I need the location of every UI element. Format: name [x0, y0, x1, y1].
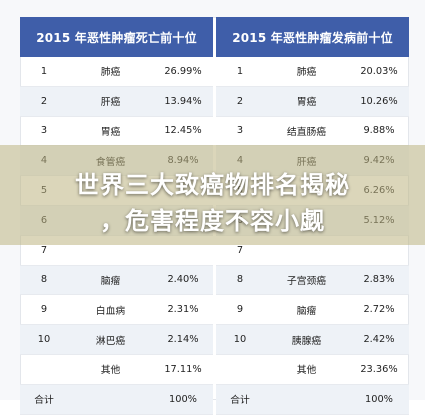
rank-cell: 2 [40, 95, 48, 107]
table-row: 10 胰腺癌 2.42% [216, 325, 409, 355]
rank-cell: 3 [236, 125, 244, 137]
percent-cell: 13.94% [164, 95, 202, 107]
table-row: 7 [20, 236, 213, 266]
percent-cell: 2.72% [363, 304, 395, 316]
percent-cell: 17.11% [164, 363, 202, 375]
table-row: 10 淋巴癌 2.14% [20, 325, 213, 355]
percent-cell: 12.45% [164, 125, 202, 137]
cancer-name-cell: 白血病 [95, 305, 126, 317]
cancer-name-cell: 脑瘤 [296, 305, 317, 317]
cancer-name-cell: 淋巴癌 [95, 335, 126, 347]
table-row: 3 胃癌 12.45% [20, 117, 213, 147]
rank-cell: 1 [236, 65, 244, 77]
percent-cell: 2.42% [363, 334, 395, 346]
table-row: 3 结直肠癌 9.88% [216, 117, 409, 147]
cancer-name-cell: 肺癌 [100, 67, 121, 79]
incidence-table-title: 2015 年恶性肿瘤发病前十位 [216, 17, 409, 57]
percent-cell: 10.26% [360, 95, 398, 107]
cancer-name-cell: 其他 [100, 365, 121, 377]
table-row: 1 肺癌 20.03% [216, 57, 409, 87]
percent-cell: 26.99% [164, 65, 202, 77]
cancer-name-cell: 肝癌 [100, 97, 121, 109]
percent-cell: 2.31% [167, 304, 199, 316]
cancer-name-cell: 胃癌 [296, 97, 317, 109]
percent-cell: 23.36% [360, 363, 398, 375]
percent-cell: 100% [364, 393, 393, 405]
rank-cell: 2 [236, 95, 244, 107]
rank-cell: 8 [236, 274, 244, 286]
rank-cell: 7 [236, 244, 244, 256]
mortality-table-title: 2015 年恶性肿瘤死亡前十位 [20, 17, 213, 57]
rank-cell: 8 [40, 274, 48, 286]
cancer-name-cell: 脑瘤 [100, 275, 121, 287]
cancer-name-cell: 胃癌 [100, 126, 121, 138]
headline-line-1: 世界三大致癌物排名揭秘 [75, 171, 350, 199]
percent-cell: 2.83% [363, 274, 395, 286]
table-row: 9 白血病 2.31% [20, 295, 213, 326]
table-row: 其他 17.11% [20, 355, 213, 385]
percent-cell: 2.14% [167, 334, 199, 346]
rank-cell: 7 [40, 244, 48, 256]
rank-cell: 1 [40, 65, 48, 77]
cancer-name-cell: 子宫颈癌 [286, 275, 327, 287]
table-row: 9 脑瘤 2.72% [216, 295, 409, 326]
percent-cell: 100% [168, 393, 197, 405]
percent-cell: 20.03% [360, 65, 398, 77]
rank-cell: 9 [236, 304, 244, 316]
percent-cell: 2.40% [167, 274, 199, 286]
table-row: 2 胃癌 10.26% [216, 86, 409, 117]
table-row: 其他 23.36% [216, 355, 409, 385]
cancer-name-cell: 其他 [296, 365, 317, 377]
page: 2015 年恶性肿瘤死亡前十位 1 肺癌 26.99% 2 肝癌 13.94% 3 胃癌 12.… [0, 17, 425, 415]
rank-cell: 3 [40, 125, 48, 137]
rank-cell: 合计 [230, 395, 250, 407]
table-row: 7 [216, 236, 409, 266]
table-row: 8 子宫颈癌 2.83% [216, 265, 409, 296]
table-row: 1 肺癌 26.99% [20, 57, 213, 87]
cancer-name-cell: 胰腺癌 [291, 335, 322, 347]
rank-cell: 合计 [34, 395, 54, 407]
table-row: 8 脑瘤 2.40% [20, 265, 213, 296]
headline-overlay [0, 145, 425, 245]
cancer-name-cell: 结直肠癌 [286, 126, 327, 138]
table-row: 2 肝癌 13.94% [20, 86, 213, 117]
rank-cell: 9 [40, 304, 48, 316]
cancer-name-cell: 肺癌 [296, 67, 317, 79]
rank-cell: 10 [233, 334, 247, 346]
percent-cell: 9.88% [363, 125, 395, 137]
rank-cell: 10 [37, 334, 51, 346]
headline-line-2: ，危害程度不容小觑 [100, 207, 325, 235]
